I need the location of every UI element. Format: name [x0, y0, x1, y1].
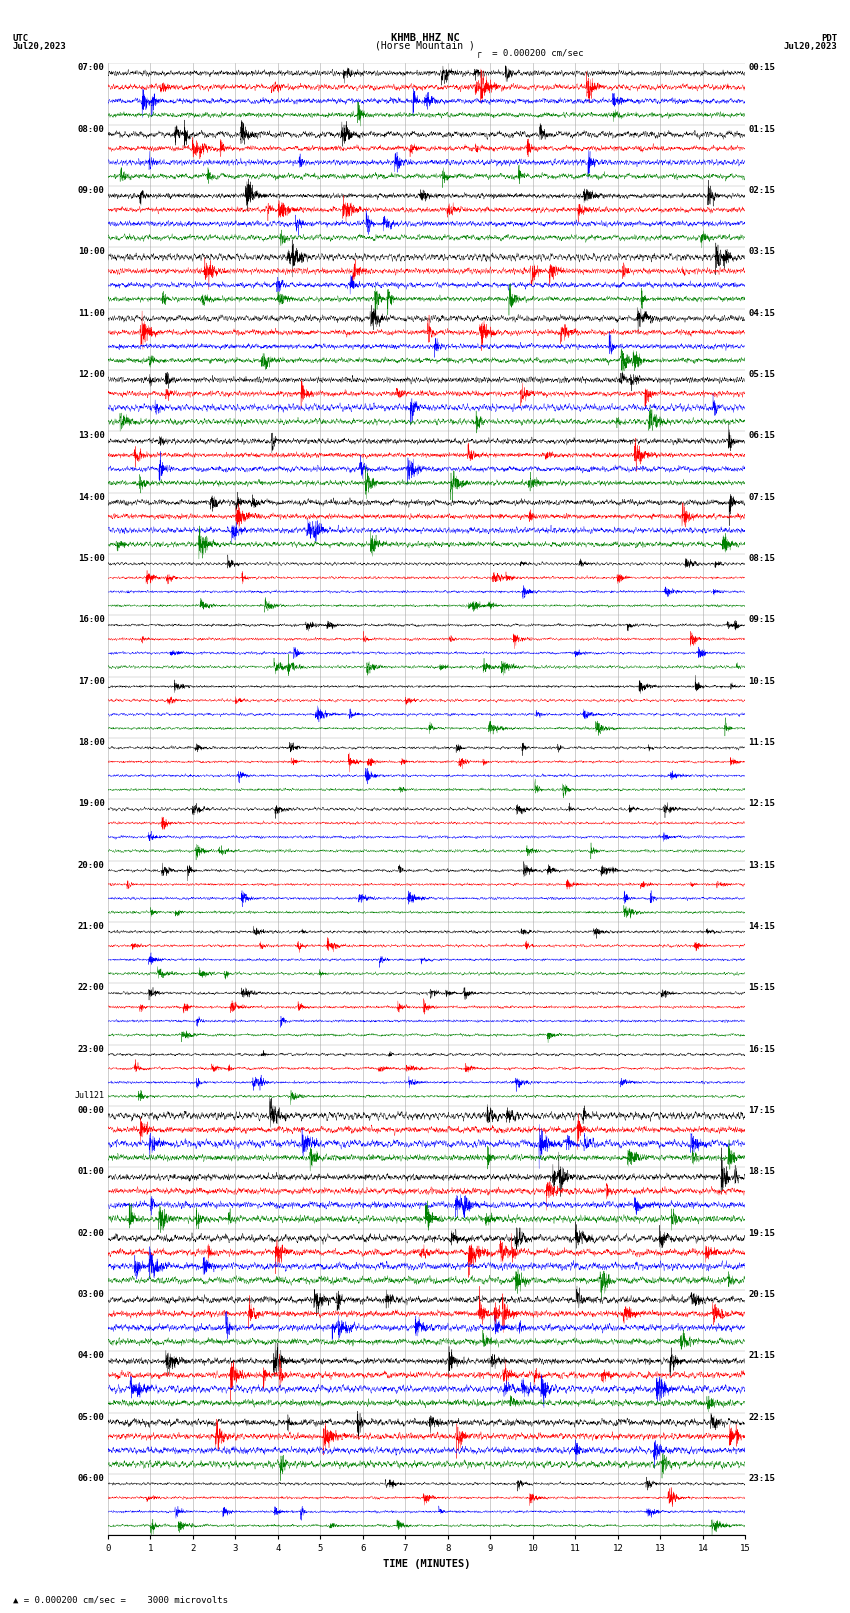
- Text: 10:00: 10:00: [77, 247, 105, 256]
- Text: 18:00: 18:00: [77, 739, 105, 747]
- Text: 09:15: 09:15: [749, 616, 775, 624]
- Text: 14:00: 14:00: [77, 492, 105, 502]
- Text: 19:15: 19:15: [749, 1229, 775, 1237]
- Text: 01:15: 01:15: [749, 124, 775, 134]
- Text: 22:15: 22:15: [749, 1413, 775, 1421]
- Text: 05:15: 05:15: [749, 369, 775, 379]
- Text: 11:15: 11:15: [749, 739, 775, 747]
- Text: 23:00: 23:00: [77, 1045, 105, 1053]
- Text: (Horse Mountain ): (Horse Mountain ): [375, 40, 475, 50]
- Text: 17:00: 17:00: [77, 677, 105, 686]
- Text: 20:00: 20:00: [77, 861, 105, 869]
- Text: 13:15: 13:15: [749, 861, 775, 869]
- Text: 00:15: 00:15: [749, 63, 775, 73]
- Text: 22:00: 22:00: [77, 984, 105, 992]
- Text: 07:00: 07:00: [77, 63, 105, 73]
- Text: 12:15: 12:15: [749, 800, 775, 808]
- Text: 20:15: 20:15: [749, 1290, 775, 1298]
- Text: 17:15: 17:15: [749, 1107, 775, 1115]
- Text: 02:15: 02:15: [749, 185, 775, 195]
- Text: 21:00: 21:00: [77, 923, 105, 931]
- Text: 09:00: 09:00: [77, 185, 105, 195]
- Text: Jul20,2023: Jul20,2023: [784, 42, 837, 50]
- X-axis label: TIME (MINUTES): TIME (MINUTES): [382, 1560, 470, 1569]
- Text: 11:00: 11:00: [77, 308, 105, 318]
- Text: 15:00: 15:00: [77, 553, 105, 563]
- Text: 05:00: 05:00: [77, 1413, 105, 1421]
- Text: 23:15: 23:15: [749, 1474, 775, 1482]
- Text: 16:00: 16:00: [77, 616, 105, 624]
- Text: 03:15: 03:15: [749, 247, 775, 256]
- Text: 12:00: 12:00: [77, 369, 105, 379]
- Text: 13:00: 13:00: [77, 431, 105, 440]
- Text: 21:15: 21:15: [749, 1352, 775, 1360]
- Text: UTC: UTC: [13, 34, 29, 44]
- Text: 00:00: 00:00: [77, 1107, 105, 1115]
- Text: 02:00: 02:00: [77, 1229, 105, 1237]
- Text: 04:15: 04:15: [749, 308, 775, 318]
- Text: 10:15: 10:15: [749, 677, 775, 686]
- Text: 18:15: 18:15: [749, 1168, 775, 1176]
- Text: 14:15: 14:15: [749, 923, 775, 931]
- Text: 06:15: 06:15: [749, 431, 775, 440]
- Text: KHMB HHZ NC: KHMB HHZ NC: [391, 32, 459, 44]
- Text: Jul20,2023: Jul20,2023: [13, 42, 66, 50]
- Text: 15:15: 15:15: [749, 984, 775, 992]
- Text: ▲ = 0.000200 cm/sec =    3000 microvolts: ▲ = 0.000200 cm/sec = 3000 microvolts: [13, 1595, 228, 1603]
- Text: 08:00: 08:00: [77, 124, 105, 134]
- Text: PDT: PDT: [821, 34, 837, 44]
- Text: 03:00: 03:00: [77, 1290, 105, 1298]
- Text: 06:00: 06:00: [77, 1474, 105, 1482]
- Text: 04:00: 04:00: [77, 1352, 105, 1360]
- Text: 19:00: 19:00: [77, 800, 105, 808]
- Text: Jul121: Jul121: [75, 1090, 105, 1100]
- Text: 01:00: 01:00: [77, 1168, 105, 1176]
- Text: ┌  = 0.000200 cm/sec: ┌ = 0.000200 cm/sec: [476, 48, 583, 58]
- Text: 08:15: 08:15: [749, 553, 775, 563]
- Text: 16:15: 16:15: [749, 1045, 775, 1053]
- Text: 07:15: 07:15: [749, 492, 775, 502]
